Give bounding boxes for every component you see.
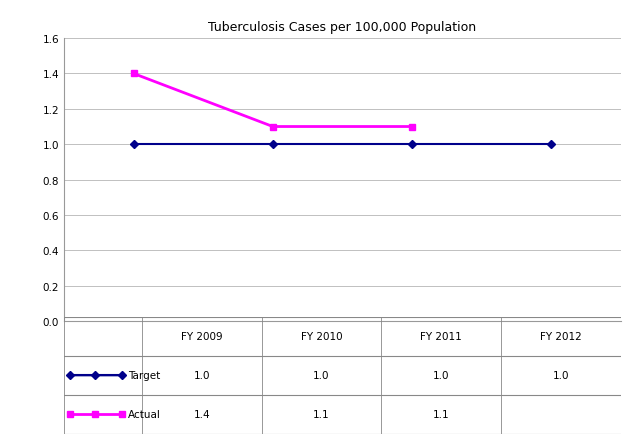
Text: 1.0: 1.0 xyxy=(313,371,330,380)
Text: 1.4: 1.4 xyxy=(193,410,210,419)
Text: Target: Target xyxy=(128,371,160,380)
Text: 1.0: 1.0 xyxy=(433,371,449,380)
Text: FY 2012: FY 2012 xyxy=(540,332,582,341)
Title: Tuberculosis Cases per 100,000 Population: Tuberculosis Cases per 100,000 Populatio… xyxy=(209,21,476,34)
Text: 1.1: 1.1 xyxy=(313,410,330,419)
Text: 1.1: 1.1 xyxy=(433,410,449,419)
Text: FY 2010: FY 2010 xyxy=(301,332,342,341)
Text: 1.0: 1.0 xyxy=(553,371,569,380)
Text: FY 2009: FY 2009 xyxy=(181,332,223,341)
Text: FY 2011: FY 2011 xyxy=(420,332,462,341)
Text: Actual: Actual xyxy=(128,410,161,419)
Text: 1.0: 1.0 xyxy=(193,371,210,380)
